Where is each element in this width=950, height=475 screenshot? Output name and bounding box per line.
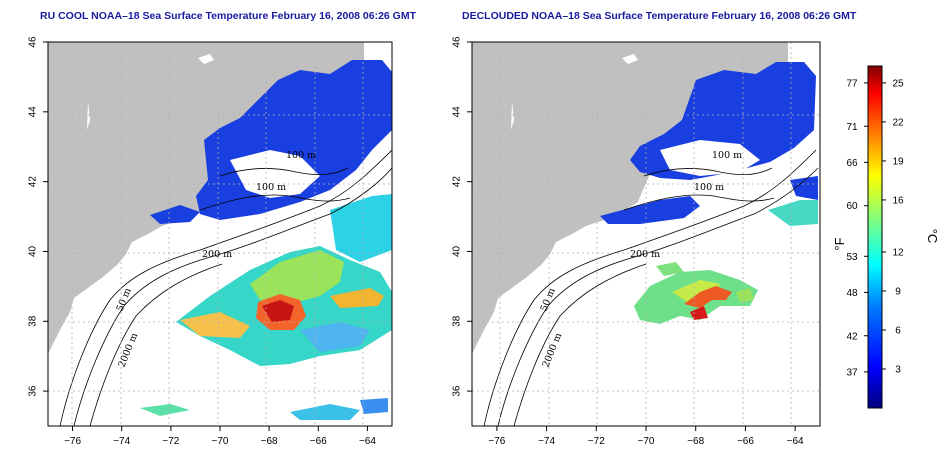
colorbar-fahrenheit-tick-label: 66: [846, 158, 858, 169]
right-contour-label-100m-a: 100 m: [712, 150, 742, 161]
fahrenheit-label: °F: [832, 237, 847, 250]
colorbar-fahrenheit-tick-label: 37: [846, 367, 858, 378]
right-y-tick-label: 40: [452, 245, 463, 257]
right-y-tick-label: 46: [452, 36, 463, 48]
colorbar-celsius-tick-label: 6: [895, 325, 901, 336]
right-contour-label-200m: 200 m: [630, 249, 660, 260]
right-y-tick-label: 42: [452, 176, 463, 188]
colorbar-fahrenheit-tick-label: 48: [846, 288, 858, 299]
colorbar-celsius-tick-label: 22: [892, 117, 904, 128]
left-contour-label-100m-b: 100 m: [256, 182, 286, 193]
left-map-panel: 100 m 100 m 200 m 50 m 2000 m: [47, 41, 393, 427]
left-x-tick-label: −68: [261, 436, 278, 447]
left-contour-label-200m: 200 m: [202, 249, 232, 260]
left-sst-warm-eddies: [140, 194, 392, 420]
right-x-tick-label: −68: [687, 436, 704, 447]
left-y-tick-label: 46: [28, 36, 39, 48]
colorbar-celsius-tick-label: 12: [892, 247, 904, 258]
left-y-tick-label: 44: [28, 106, 39, 118]
right-x-tick-label: −70: [638, 436, 655, 447]
right-sst-warm-eddies: [634, 200, 818, 324]
left-axis-ticks: −76 −74 −72 −70 −68 −66 −64 36 38 40 42 44 46: [28, 36, 377, 447]
colorbar-celsius-tick-label: 16: [892, 195, 904, 206]
left-x-tick-label: −72: [162, 436, 179, 447]
left-x-tick-label: −70: [212, 436, 229, 447]
left-y-tick-label: 38: [28, 315, 39, 327]
temperature-colorbar: 25 22 19 16 12 9 6 3 77 71 66 60 53 48 42 37 °F °C: [832, 65, 940, 409]
right-grid: [472, 42, 820, 426]
left-y-tick-label: 42: [28, 176, 39, 188]
left-x-tick-label: −66: [310, 436, 327, 447]
left-x-tick-label: −64: [359, 436, 376, 447]
right-sst-shelf-gap: [660, 140, 760, 176]
right-y-tick-label: 36: [452, 385, 463, 397]
left-y-tick-label: 36: [28, 385, 39, 397]
right-axis-ticks: −76 −74 −72 −70 −68 −66 −64 36 38 40 42 44 46: [452, 36, 805, 447]
right-y-tick-label: 44: [452, 106, 463, 118]
colorbar-fahrenheit-tick-label: 53: [846, 252, 858, 263]
celsius-label: °C: [925, 229, 940, 244]
left-bathymetry-contours: [59, 149, 392, 426]
right-contour-label-100m-b: 100 m: [694, 182, 724, 193]
right-map-title: DECLOUDED NOAA–18 Sea Surface Temperatur…: [462, 10, 857, 22]
left-grid: [48, 42, 392, 426]
colorbar-celsius-tick-label: 25: [892, 78, 904, 89]
right-x-tick-label: −66: [737, 436, 754, 447]
right-map-panel: 100 m 100 m 200 m 50 m 2000 m: [471, 41, 821, 427]
colorbar-ticks: 25 22 19 16 12 9 6 3 77 71 66 60 53 48 42 37: [846, 78, 904, 378]
right-x-tick-label: −76: [488, 436, 505, 447]
colorbar-celsius-tick-label: 19: [892, 156, 904, 167]
left-sst-shelf-gap: [230, 150, 320, 198]
left-map-title: RU COOL NOAA–18 Sea Surface Temperature …: [40, 10, 417, 22]
colorbar-fahrenheit-tick-label: 71: [846, 122, 858, 133]
colorbar-gradient: [867, 65, 883, 409]
right-x-tick-label: −72: [588, 436, 605, 447]
colorbar-fahrenheit-tick-label: 42: [846, 331, 858, 342]
colorbar-celsius-tick-label: 3: [895, 364, 901, 375]
right-x-tick-label: −64: [787, 436, 804, 447]
right-y-tick-label: 38: [452, 315, 463, 327]
right-x-tick-label: −74: [538, 436, 555, 447]
colorbar-fahrenheit-tick-label: 77: [846, 78, 858, 89]
colorbar-fahrenheit-tick-label: 60: [846, 201, 858, 212]
left-x-tick-label: −76: [64, 436, 81, 447]
left-contour-label-100m-a: 100 m: [286, 150, 316, 161]
left-x-tick-label: −74: [113, 436, 130, 447]
right-bathymetry-contours: [483, 149, 819, 426]
colorbar-celsius-tick-label: 9: [895, 286, 901, 297]
left-y-tick-label: 40: [28, 245, 39, 257]
